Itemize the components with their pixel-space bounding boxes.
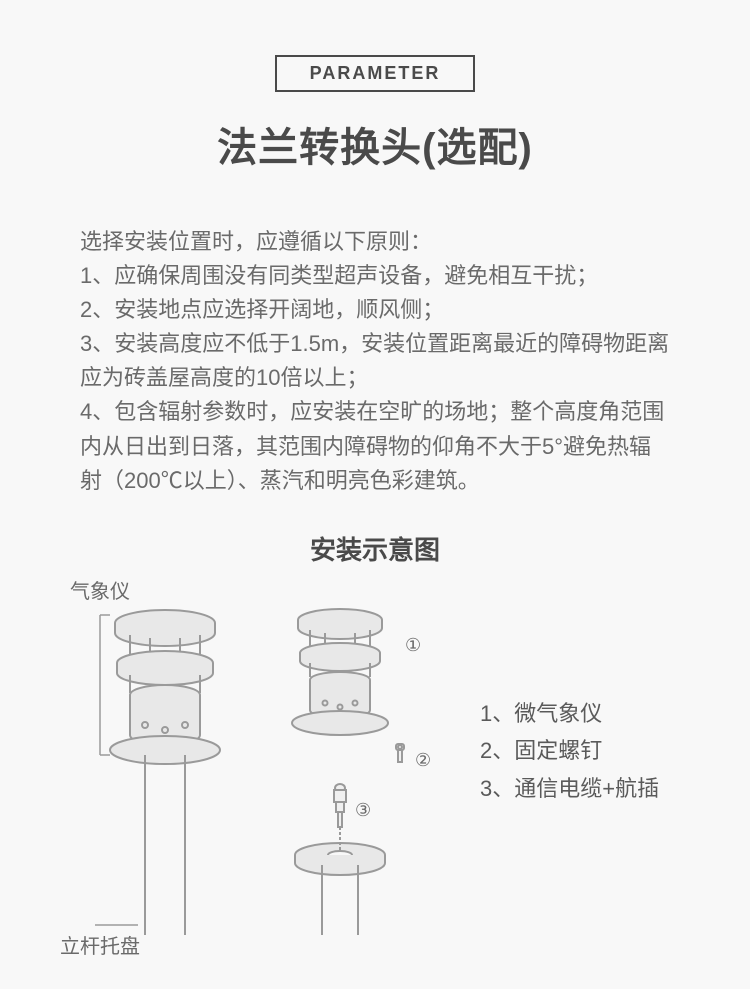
marker-3-icon: ③ bbox=[355, 800, 371, 821]
legend-item: 2、固定螺钉 bbox=[480, 732, 659, 769]
page-title: 法兰转换头(选配) bbox=[0, 115, 750, 173]
device-right-illustration: ① ② ③ bbox=[270, 605, 420, 915]
label-sensor: 气象仪 bbox=[70, 575, 130, 604]
diagram-legend: 1、微气象仪 2、固定螺钉 3、通信电缆+航插 bbox=[480, 695, 659, 807]
device-left-illustration bbox=[90, 605, 240, 915]
instruction-item: 4、包含辐射参数时，应安装在空旷的场地；整个高度角范围内从日出到日落，其范围内障… bbox=[80, 395, 670, 497]
instruction-item: 1、应确保周围没有同类型超声设备，避免相互干扰； bbox=[80, 259, 670, 293]
legend-item: 3、通信电缆+航插 bbox=[480, 770, 659, 807]
marker-2-icon: ② bbox=[415, 750, 431, 771]
diagram-title: 安装示意图 bbox=[0, 530, 750, 567]
instruction-item: 3、安装高度应不低于1.5m，安装位置距离最近的障碍物距离应为砖盖屋高度的10倍… bbox=[80, 327, 670, 395]
installation-diagram: 气象仪 立杆托盘 bbox=[60, 575, 700, 955]
parameter-badge: PARAMETER bbox=[275, 55, 475, 92]
legend-item: 1、微气象仪 bbox=[480, 695, 659, 732]
marker-1-icon: ① bbox=[405, 635, 421, 656]
instruction-intro: 选择安装位置时，应遵循以下原则： bbox=[80, 225, 670, 259]
installation-instructions: 选择安装位置时，应遵循以下原则： 1、应确保周围没有同类型超声设备，避免相互干扰… bbox=[80, 225, 670, 498]
instruction-item: 2、安装地点应选择开阔地，顺风侧； bbox=[80, 293, 670, 327]
